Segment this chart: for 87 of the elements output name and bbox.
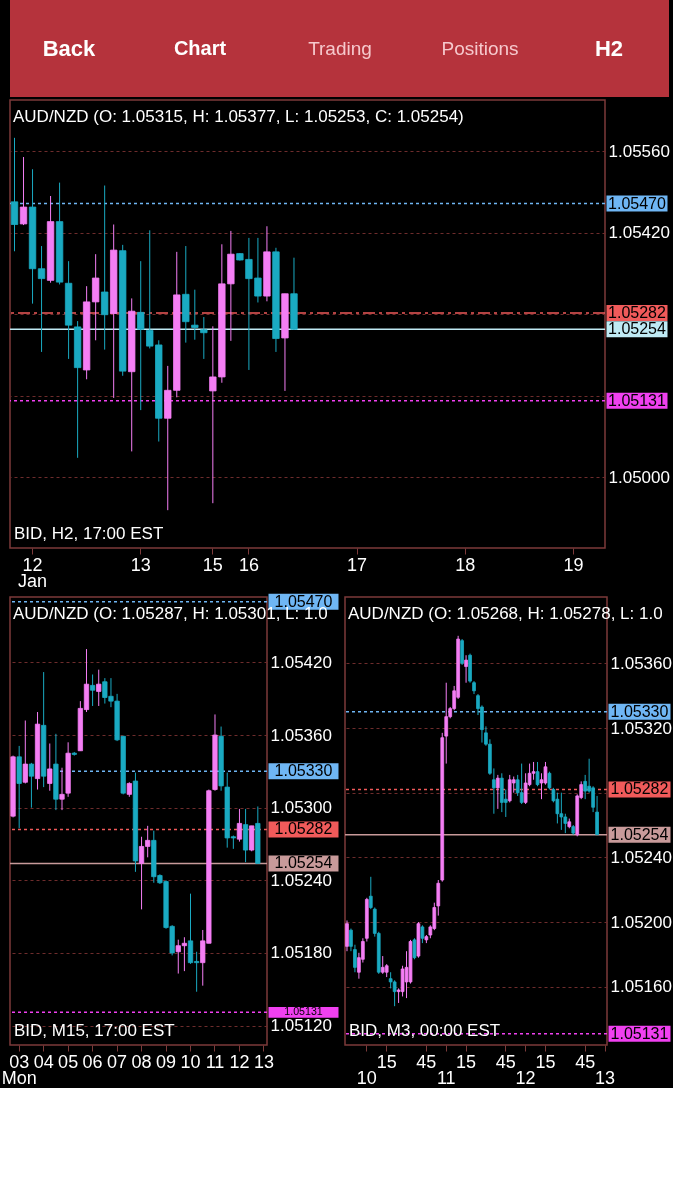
text: H2 xyxy=(594,35,624,61)
x-tick-label: 06 xyxy=(82,1051,103,1072)
candlestick xyxy=(28,762,35,809)
x-tick-label: 45 xyxy=(416,1051,437,1072)
candlestick xyxy=(191,289,199,341)
y-tick-label: 1.05420 xyxy=(608,223,670,243)
ref-line-label: 1.05282 xyxy=(610,780,669,798)
ref-line-label: 1.05131 xyxy=(608,391,667,409)
ref-line-label: 1.05282 xyxy=(608,303,667,321)
y-tick-label: 1.05560 xyxy=(608,141,670,161)
x-tick-label: 11 xyxy=(436,1067,456,1088)
candlestick xyxy=(412,937,417,960)
candlestick xyxy=(496,774,500,810)
candlestick xyxy=(519,763,524,805)
y-tick-label: 1.05360 xyxy=(270,725,332,745)
candlestick xyxy=(90,673,96,707)
chart-title: AUD/NZD (O: 1.05315, H: 1.05377, L: 1.05253, C: 1.05254) xyxy=(13,107,464,126)
ref-line-label: 1.05470 xyxy=(608,194,667,212)
candlestick xyxy=(22,720,28,784)
ref-line-label: 1.05282 xyxy=(274,820,333,838)
x-tick-label: 05 xyxy=(58,1051,79,1072)
ref-line-label: 1.05131 xyxy=(610,1024,669,1042)
x-tick-label: 08 xyxy=(131,1051,152,1072)
x-tick-label: 12 Jan xyxy=(18,554,48,591)
candlestick xyxy=(464,654,468,684)
ref-line-label: 1.05330 xyxy=(274,762,333,780)
y-tick-label: 1.05320 xyxy=(610,718,672,738)
candlestick xyxy=(460,638,464,666)
x-tick-label: 15 xyxy=(376,1051,397,1072)
candlestick xyxy=(37,245,46,353)
ref-line-label: 1.05131 xyxy=(284,1005,323,1018)
text: Chart xyxy=(173,36,227,59)
y-tick-label: 1.05420 xyxy=(270,652,332,672)
candlestick xyxy=(392,979,397,1007)
candlestick xyxy=(10,137,19,252)
x-tick-label: 18 xyxy=(455,554,476,575)
candlestick xyxy=(236,808,243,843)
ref-line-label: 1.05330 xyxy=(610,702,669,720)
y-tick-label: 1.05120 xyxy=(270,1016,332,1036)
x-tick-label: 07 xyxy=(107,1051,128,1072)
chart-title: AUD/NZD (O: 1.05268, H: 1.05278, L: 1.0 xyxy=(348,604,663,623)
ref-line-label: 1.05254 xyxy=(608,320,667,338)
text: Back xyxy=(42,35,97,61)
y-tick-label: 1.05200 xyxy=(610,912,672,932)
candlestick xyxy=(559,792,564,831)
x-tick-label: 12 xyxy=(515,1067,536,1088)
candlestick xyxy=(200,316,208,360)
y-tick-label: 1.05240 xyxy=(610,847,672,867)
candlestick xyxy=(137,260,145,411)
x-tick-label: 13 xyxy=(130,554,151,575)
x-tick-label: 09 xyxy=(156,1051,177,1072)
text: Positions xyxy=(441,37,519,59)
candlestick xyxy=(507,774,512,803)
x-tick-label: 15 xyxy=(535,1051,556,1072)
x-tick-label: 19 xyxy=(563,554,584,575)
x-tick-label: 10 xyxy=(356,1067,377,1088)
candlestick xyxy=(555,792,560,824)
x-tick-label: 15 xyxy=(456,1051,477,1072)
y-tick-label: 1.05240 xyxy=(270,870,332,890)
candlestick xyxy=(345,919,349,952)
y-tick-label: 1.05000 xyxy=(608,467,670,487)
x-tick-label: 13 xyxy=(595,1067,616,1088)
x-tick-label: 45 xyxy=(575,1051,596,1072)
annotation: BID, M3, 00:00 EST xyxy=(349,1021,501,1040)
x-tick-label: 17 xyxy=(347,554,368,575)
annotation: BID, H2, 17:00 EST xyxy=(14,524,164,543)
y-tick-label: 1.05180 xyxy=(270,943,332,963)
text: Trading xyxy=(308,37,372,59)
y-tick-label: 1.05360 xyxy=(610,653,672,673)
x-tick-label: 15 xyxy=(202,554,223,575)
ref-line-label: 1.05254 xyxy=(274,854,333,872)
x-tick-label: 13 xyxy=(253,1051,274,1072)
x-tick-label: 16 xyxy=(238,554,259,575)
y-tick-label: 1.05160 xyxy=(610,977,672,997)
x-tick-label: 11 xyxy=(205,1051,225,1072)
candlestick xyxy=(368,876,373,910)
candlestick xyxy=(19,156,28,226)
annotation: BID, M15, 17:00 EST xyxy=(14,1021,175,1040)
y-tick-label: 1.05300 xyxy=(270,798,332,818)
candlestick xyxy=(96,669,102,707)
ref-line-label: 1.05254 xyxy=(610,825,669,843)
x-tick-label: 12 xyxy=(229,1051,250,1072)
candlestick xyxy=(101,185,109,351)
x-tick-label: 45 xyxy=(495,1051,516,1072)
candlestick xyxy=(59,767,65,811)
x-tick-label: 10 xyxy=(180,1051,201,1072)
candlestick xyxy=(47,743,53,792)
